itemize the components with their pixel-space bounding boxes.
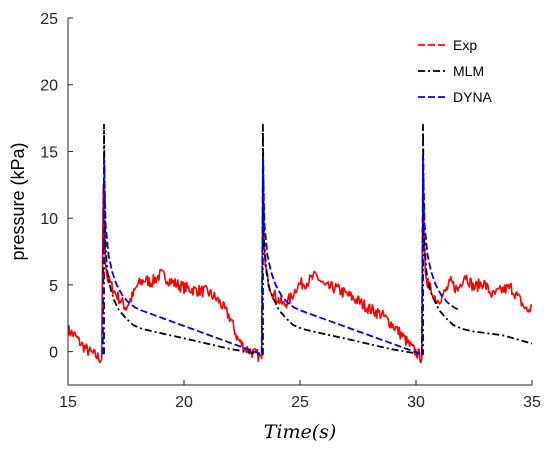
plot-area	[68, 123, 532, 364]
y-tick-label: 25	[40, 11, 58, 28]
series-line-mlm	[103, 123, 532, 356]
axes: 15 20 25 30 35 0 5 10 15 20 25	[40, 11, 541, 411]
legend-label-exp: Exp	[453, 37, 477, 53]
y-tick-label: 10	[40, 211, 58, 228]
y-tick-label: 5	[49, 278, 58, 295]
x-tick-label: 20	[175, 394, 193, 411]
legend-label-dyna: DYNA	[453, 89, 493, 105]
x-tick-label: 25	[291, 394, 309, 411]
y-tick-label: 0	[49, 345, 58, 362]
series-line-dyna	[101, 157, 461, 356]
series-group	[68, 123, 532, 364]
legend-label-mlm: MLM	[453, 63, 484, 79]
x-tick-label: 35	[523, 394, 541, 411]
x-tick-label: 15	[59, 394, 77, 411]
x-axis-label: Time(s)	[264, 421, 337, 443]
series-line-exp	[68, 157, 532, 364]
x-tick-label: 30	[407, 394, 425, 411]
y-axis-label: pressure (kPa)	[8, 142, 28, 260]
y-tick-label: 20	[40, 78, 58, 95]
y-tick-label: 15	[40, 144, 58, 161]
legend: Exp MLM DYNA	[418, 37, 493, 105]
